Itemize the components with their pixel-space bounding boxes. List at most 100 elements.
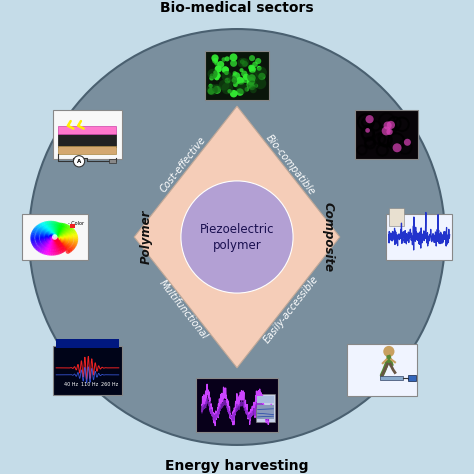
Circle shape: [53, 241, 58, 246]
Text: Easily-accessible: Easily-accessible: [262, 274, 320, 345]
Circle shape: [31, 240, 36, 245]
Circle shape: [72, 244, 76, 248]
Circle shape: [49, 236, 54, 241]
Circle shape: [57, 240, 62, 245]
Circle shape: [53, 247, 57, 252]
Circle shape: [49, 234, 54, 239]
Circle shape: [49, 220, 54, 225]
Circle shape: [72, 230, 76, 235]
Circle shape: [55, 240, 60, 245]
Circle shape: [49, 234, 54, 239]
Text: Bio-compatible: Bio-compatible: [264, 132, 318, 197]
Circle shape: [249, 84, 255, 90]
Circle shape: [43, 242, 47, 246]
Circle shape: [55, 227, 60, 232]
Circle shape: [73, 240, 78, 245]
Circle shape: [236, 83, 247, 94]
Circle shape: [34, 226, 39, 231]
Circle shape: [55, 251, 59, 255]
Circle shape: [40, 238, 45, 243]
Circle shape: [55, 229, 60, 234]
Circle shape: [55, 237, 59, 242]
Text: Multifunctional: Multifunctional: [157, 278, 210, 341]
Circle shape: [54, 244, 58, 249]
Circle shape: [53, 232, 57, 237]
Circle shape: [45, 232, 50, 237]
Circle shape: [61, 242, 66, 247]
Circle shape: [58, 240, 63, 244]
Text: - Color: - Color: [68, 221, 84, 227]
Circle shape: [53, 229, 58, 234]
Circle shape: [41, 245, 46, 250]
Circle shape: [249, 65, 255, 71]
Bar: [70, 224, 75, 228]
Circle shape: [242, 75, 250, 83]
Circle shape: [44, 236, 49, 241]
Circle shape: [57, 230, 62, 235]
Circle shape: [53, 237, 57, 242]
Circle shape: [239, 68, 244, 72]
Circle shape: [59, 225, 64, 230]
Circle shape: [61, 235, 65, 239]
Circle shape: [64, 240, 68, 245]
Circle shape: [249, 66, 256, 73]
Circle shape: [60, 245, 64, 249]
Bar: [53, 109, 122, 159]
Circle shape: [46, 231, 50, 236]
Circle shape: [46, 247, 50, 252]
Circle shape: [45, 221, 49, 226]
Circle shape: [54, 221, 59, 226]
Circle shape: [55, 237, 60, 241]
Circle shape: [58, 242, 63, 247]
Circle shape: [230, 90, 237, 98]
Circle shape: [255, 66, 267, 78]
Circle shape: [30, 237, 35, 241]
Bar: [58, 126, 117, 134]
Circle shape: [230, 60, 237, 67]
Circle shape: [64, 238, 69, 243]
Circle shape: [31, 231, 36, 236]
Circle shape: [217, 61, 224, 68]
Circle shape: [214, 61, 219, 65]
Circle shape: [210, 73, 215, 79]
Circle shape: [51, 237, 56, 242]
Circle shape: [207, 84, 218, 95]
Circle shape: [64, 245, 69, 250]
Circle shape: [70, 228, 75, 233]
Circle shape: [181, 181, 293, 293]
Circle shape: [387, 121, 395, 129]
Circle shape: [54, 227, 58, 231]
Circle shape: [43, 221, 47, 226]
Circle shape: [39, 235, 44, 239]
Circle shape: [60, 228, 64, 233]
Circle shape: [33, 228, 37, 232]
Circle shape: [222, 71, 232, 82]
Text: Polymer: Polymer: [139, 210, 152, 264]
Circle shape: [43, 225, 48, 229]
Bar: [56, 339, 119, 348]
Bar: [386, 214, 452, 260]
Circle shape: [48, 244, 53, 249]
Bar: [380, 376, 403, 380]
Circle shape: [228, 76, 237, 85]
Circle shape: [53, 237, 57, 242]
Circle shape: [65, 237, 70, 241]
Circle shape: [47, 240, 52, 245]
Circle shape: [51, 232, 56, 237]
Circle shape: [213, 72, 220, 79]
Circle shape: [61, 229, 65, 233]
Circle shape: [46, 239, 51, 244]
Circle shape: [52, 237, 56, 242]
Circle shape: [47, 240, 52, 244]
Circle shape: [69, 237, 74, 242]
Circle shape: [59, 232, 64, 237]
Circle shape: [56, 234, 61, 239]
Circle shape: [39, 244, 44, 249]
Circle shape: [208, 69, 218, 79]
Circle shape: [56, 236, 61, 240]
Circle shape: [219, 80, 229, 91]
Circle shape: [54, 237, 58, 242]
Circle shape: [212, 58, 218, 64]
Circle shape: [49, 235, 54, 239]
Circle shape: [58, 225, 63, 230]
